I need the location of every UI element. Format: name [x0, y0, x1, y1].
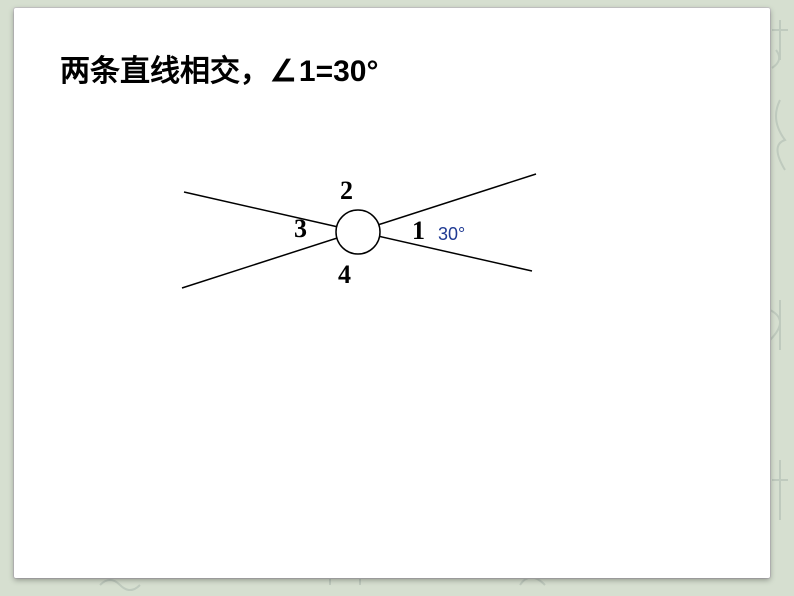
angle-value-label: 30° [438, 224, 465, 245]
angle-label-3: 3 [294, 214, 307, 244]
angle-label-2: 2 [340, 176, 353, 206]
intersecting-lines-diagram [14, 8, 770, 578]
title-equation: 1=30° [299, 55, 379, 89]
angle-label-4: 4 [338, 260, 351, 290]
title-angle-symbol: ∠ [270, 54, 297, 89]
slide-title: 两条直线相交， ∠ 1=30° [60, 46, 378, 90]
title-text-cn: 两条直线相交， [60, 46, 270, 90]
slide-card: 两条直线相交， ∠ 1=30° 1 2 3 4 30° [14, 8, 770, 578]
angle-label-1: 1 [412, 216, 425, 246]
